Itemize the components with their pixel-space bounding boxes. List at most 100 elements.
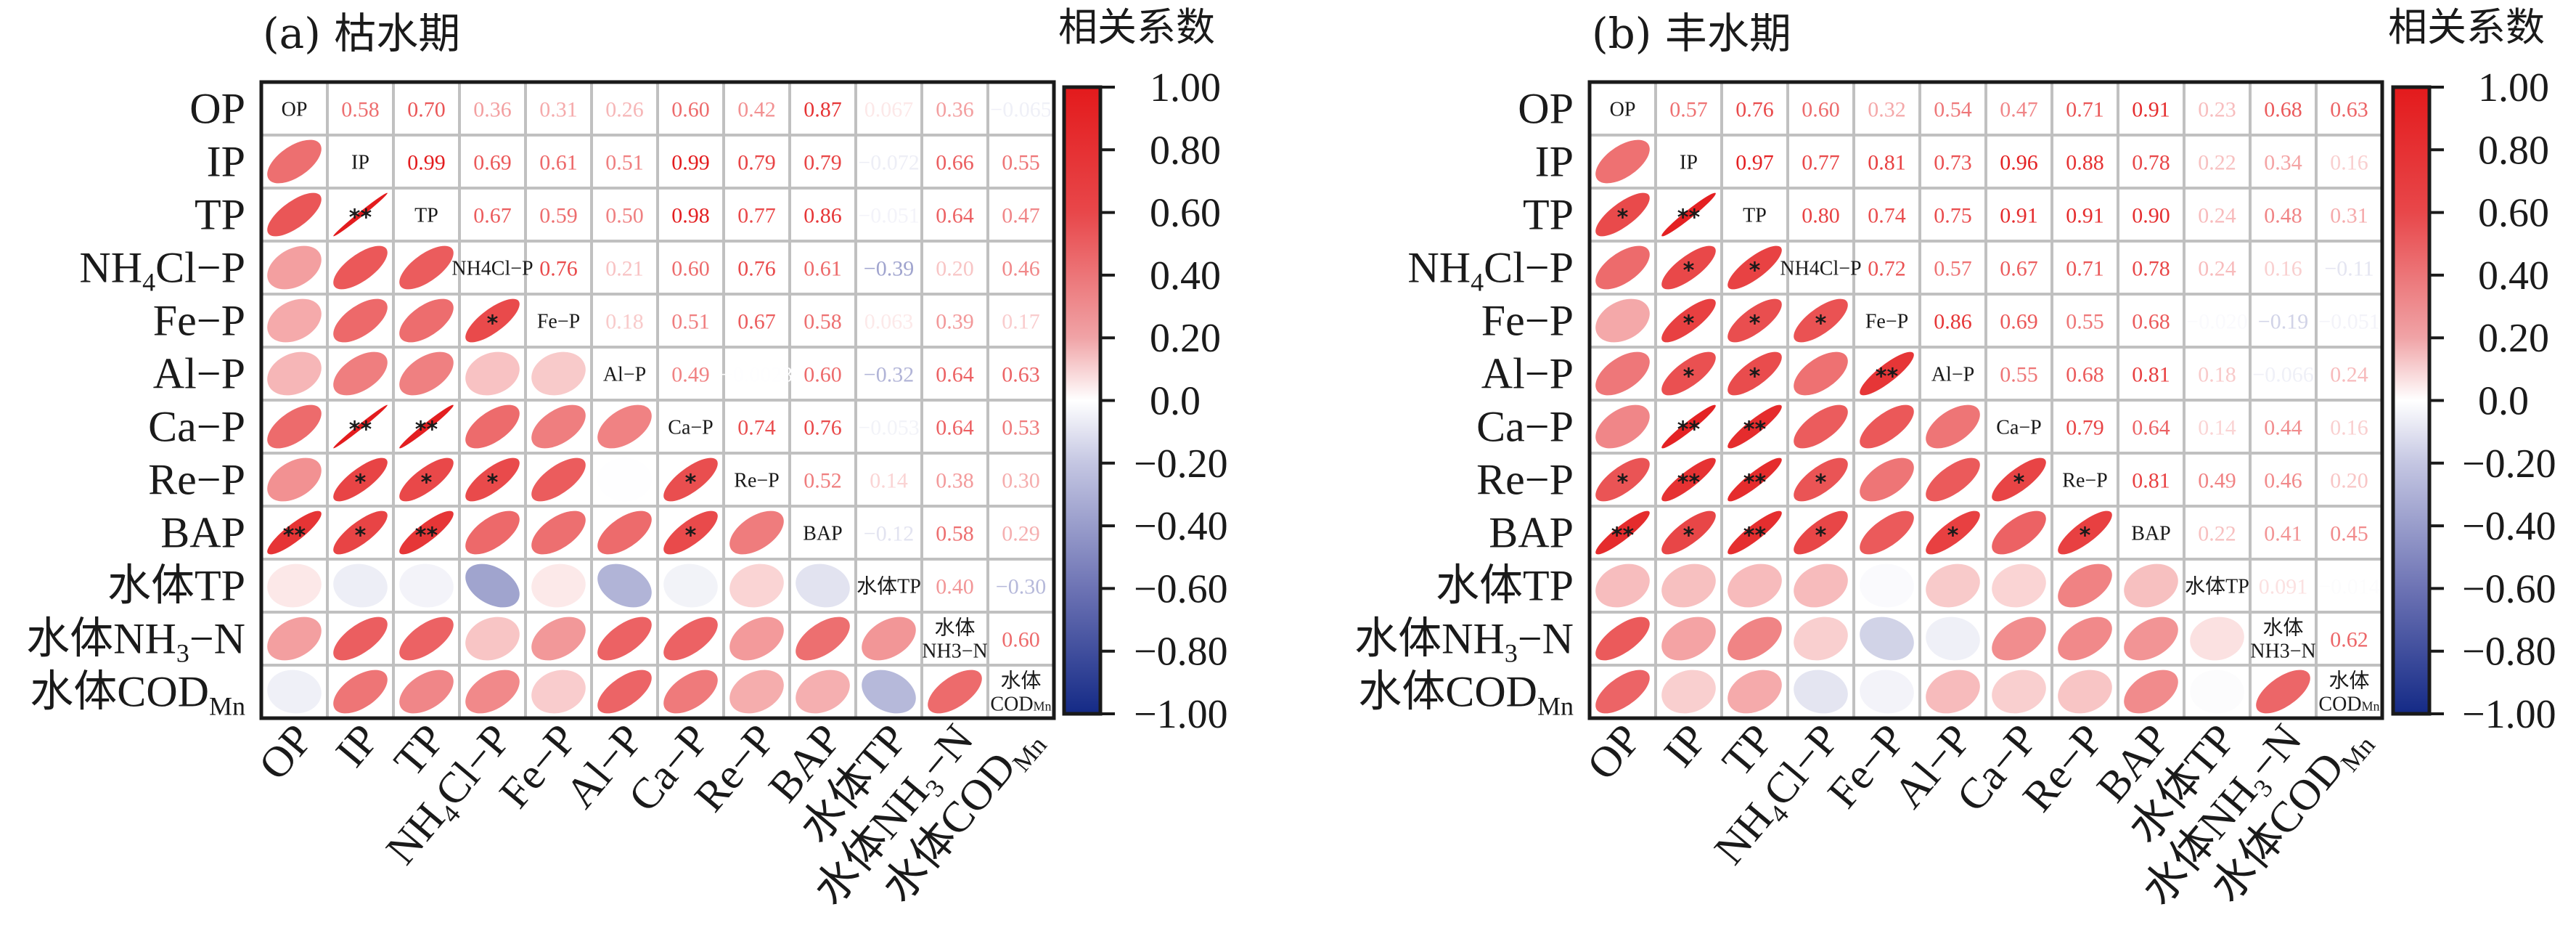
correlation-ellipse <box>333 192 388 237</box>
correlation-matrix: OP 0.57 0.76 0.60 0.32 0.54 0.47 0.71 0.91 0.23 0.… <box>1590 82 2382 718</box>
ellipse-mark <box>1661 457 1716 502</box>
correlation-ellipse <box>597 563 652 608</box>
correlation-value: 0.22 <box>2198 151 2236 175</box>
correlation-value: 0.79 <box>737 151 776 175</box>
colorbar-gradient <box>2391 85 2432 716</box>
correlation-ellipse <box>1595 510 1650 555</box>
diagonal-label: 水体 <box>1000 670 1041 693</box>
significance-mark: ** <box>349 206 372 231</box>
ellipse-mark <box>333 351 388 396</box>
correlation-value: 0.75 <box>1934 204 1972 228</box>
significance-mark: ** <box>349 418 372 443</box>
ellipse-mark <box>1794 670 1848 714</box>
correlation-value: 0.16 <box>2264 257 2302 281</box>
correlation-ellipse <box>465 510 520 555</box>
correlation-ellipse <box>267 617 322 661</box>
correlation-ellipse <box>928 670 982 714</box>
ellipse-mark <box>1661 670 1716 714</box>
correlation-value: 0.79 <box>2066 416 2104 440</box>
significance-mark: * <box>1683 312 1695 337</box>
correlation-ellipse <box>663 563 718 608</box>
panel-title: (b) 丰水期 <box>1592 9 1791 58</box>
ellipse-mark <box>729 563 784 608</box>
correlation-ellipse <box>531 510 586 555</box>
correlation-value: 0.61 <box>804 257 842 281</box>
correlation-value: 0.77 <box>1802 151 1840 175</box>
ellipse-mark <box>267 404 322 449</box>
correlation-value: 0.71 <box>2066 98 2104 122</box>
ellipse-mark <box>1727 245 1782 290</box>
correlation-ellipse <box>267 404 322 449</box>
correlation-ellipse <box>597 404 652 449</box>
diagonal-label: Ca−P <box>668 417 713 439</box>
significance-mark: * <box>1749 365 1761 390</box>
correlation-ellipse <box>399 404 454 449</box>
correlation-value: 0.73 <box>1934 151 1972 175</box>
row-label: IP <box>207 138 245 186</box>
correlation-ellipse <box>399 351 454 396</box>
significance-mark: ** <box>1743 418 1767 443</box>
ellipse-mark <box>796 563 850 608</box>
ellipse-mark <box>399 457 454 502</box>
ellipse-mark <box>2058 670 2112 714</box>
correlation-value: 0.20 <box>936 257 974 281</box>
correlation-ellipse <box>1794 617 1848 661</box>
ellipse-mark <box>1860 457 1914 502</box>
correlation-value: 0.54 <box>1934 98 1972 122</box>
colorbar-tick-label: 0.40 <box>2478 253 2549 298</box>
ellipse-mark <box>333 510 388 555</box>
significance-mark: * <box>487 471 499 496</box>
correlation-ellipse <box>1794 670 1848 714</box>
significance-mark: * <box>2013 471 2025 496</box>
correlation-value: 0.61 <box>539 151 578 175</box>
correlation-ellipse <box>267 192 322 237</box>
correlation-ellipse <box>2190 670 2244 714</box>
colorbar-tick-label: −1.00 <box>2462 692 2556 737</box>
diagonal-label: BAP <box>2131 523 2170 545</box>
correlation-ellipse <box>1727 670 1782 714</box>
ellipse-mark <box>333 192 388 237</box>
correlation-ellipse <box>729 670 784 714</box>
significance-mark: * <box>1683 259 1695 284</box>
column-label: Fe−P <box>490 715 586 817</box>
ellipse-mark <box>2058 563 2112 608</box>
correlation-value: 0.51 <box>605 151 644 175</box>
column-labels: OP IPTPNH4Cl−PFe−PAl−PCa−PRe−PBAP水体TP水体NH… <box>250 715 1052 917</box>
correlation-ellipse <box>2190 617 2244 661</box>
ellipse-mark <box>1926 510 1980 555</box>
row-label: 水体TP <box>107 562 245 610</box>
correlation-ellipse <box>333 457 388 502</box>
correlation-ellipse <box>597 510 652 555</box>
ellipse-mark <box>597 563 652 608</box>
correlation-value: 0.67 <box>737 310 776 334</box>
correlation-ellipse <box>796 670 850 714</box>
ellipse-mark <box>465 298 520 343</box>
ellipse-mark <box>1860 404 1914 449</box>
correlation-value: 0.76 <box>539 257 578 281</box>
ellipse-mark <box>1794 563 1848 608</box>
correlation-ellipse <box>1727 298 1782 343</box>
significance-mark: * <box>1947 524 1959 549</box>
correlation-ellipse <box>531 457 586 502</box>
correlation-ellipse <box>2124 563 2178 608</box>
correlation-ellipse <box>1727 617 1782 661</box>
correlation-value: −0.020 <box>2186 310 2247 334</box>
row-label: 水体NH3−N <box>1354 615 1574 668</box>
correlation-value: 0.79 <box>804 151 842 175</box>
correlation-value: 0.78 <box>2132 151 2170 175</box>
colorbar-scale: 1.00 0.80 0.60 0.40 0.20 0.0 −0.20 −0.40 −0.60 −0… <box>1062 65 1228 737</box>
ellipse-mark <box>465 617 520 661</box>
correlation-value: 0.41 <box>2264 522 2302 546</box>
ellipse-mark <box>333 670 388 714</box>
row-label: BAP <box>160 509 245 557</box>
ellipse-mark <box>1595 670 1650 714</box>
ellipse-mark <box>465 510 520 555</box>
correlation-ellipse <box>2058 510 2112 555</box>
correlation-ellipse <box>862 670 916 714</box>
diagonal-label: NH3−N <box>922 640 987 663</box>
significance-mark: * <box>1749 312 1761 337</box>
column-label: IP <box>327 715 388 776</box>
correlation-ellipse <box>1860 510 1914 555</box>
ellipse-mark <box>1727 351 1782 396</box>
